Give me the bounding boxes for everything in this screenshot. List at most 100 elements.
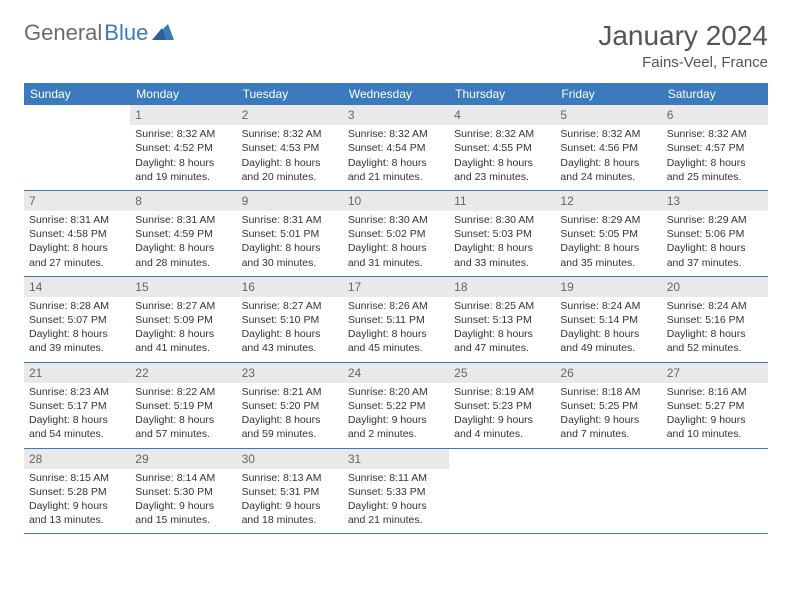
- daylight-line: Daylight: 8 hours and 47 minutes.: [454, 327, 550, 355]
- sunrise-line: Sunrise: 8:30 AM: [348, 213, 444, 227]
- day-details: Sunrise: 8:21 AMSunset: 5:20 PMDaylight:…: [237, 383, 343, 448]
- daylight-line: Daylight: 8 hours and 28 minutes.: [135, 241, 231, 269]
- location-label: Fains-Veel, France: [598, 54, 768, 71]
- sunset-line: Sunset: 4:57 PM: [667, 141, 763, 155]
- calendar-cell: 24Sunrise: 8:20 AMSunset: 5:22 PMDayligh…: [343, 363, 449, 449]
- sunrise-line: Sunrise: 8:25 AM: [454, 299, 550, 313]
- day-number: 10: [343, 191, 449, 211]
- calendar-cell: 27Sunrise: 8:16 AMSunset: 5:27 PMDayligh…: [662, 363, 768, 449]
- daylight-line: Daylight: 9 hours and 18 minutes.: [242, 499, 338, 527]
- logo-text-blue: Blue: [104, 20, 148, 46]
- sunrise-line: Sunrise: 8:32 AM: [667, 127, 763, 141]
- sunrise-line: Sunrise: 8:32 AM: [348, 127, 444, 141]
- day-details: Sunrise: 8:30 AMSunset: 5:03 PMDaylight:…: [449, 211, 555, 276]
- day-details: Sunrise: 8:11 AMSunset: 5:33 PMDaylight:…: [343, 469, 449, 534]
- sunrise-line: Sunrise: 8:22 AM: [135, 385, 231, 399]
- calendar-cell: 29Sunrise: 8:14 AMSunset: 5:30 PMDayligh…: [130, 449, 236, 535]
- sunrise-line: Sunrise: 8:19 AM: [454, 385, 550, 399]
- sunset-line: Sunset: 5:09 PM: [135, 313, 231, 327]
- sunrise-line: Sunrise: 8:23 AM: [29, 385, 125, 399]
- calendar-cell: 14Sunrise: 8:28 AMSunset: 5:07 PMDayligh…: [24, 277, 130, 363]
- calendar-cell: 18Sunrise: 8:25 AMSunset: 5:13 PMDayligh…: [449, 277, 555, 363]
- calendar-cell: 2Sunrise: 8:32 AMSunset: 4:53 PMDaylight…: [237, 105, 343, 191]
- day-details: Sunrise: 8:28 AMSunset: 5:07 PMDaylight:…: [24, 297, 130, 362]
- day-details: Sunrise: 8:24 AMSunset: 5:14 PMDaylight:…: [555, 297, 661, 362]
- calendar-cell: 28Sunrise: 8:15 AMSunset: 5:28 PMDayligh…: [24, 449, 130, 535]
- sunrise-line: Sunrise: 8:21 AM: [242, 385, 338, 399]
- calendar-cell: 6Sunrise: 8:32 AMSunset: 4:57 PMDaylight…: [662, 105, 768, 191]
- daylight-line: Daylight: 8 hours and 57 minutes.: [135, 413, 231, 441]
- day-number: 6: [662, 105, 768, 125]
- day-details: Sunrise: 8:23 AMSunset: 5:17 PMDaylight:…: [24, 383, 130, 448]
- sunrise-line: Sunrise: 8:11 AM: [348, 471, 444, 485]
- daylight-line: Daylight: 9 hours and 2 minutes.: [348, 413, 444, 441]
- title-block: January 2024 Fains-Veel, France: [598, 20, 768, 71]
- daylight-line: Daylight: 8 hours and 54 minutes.: [29, 413, 125, 441]
- day-details: Sunrise: 8:31 AMSunset: 4:58 PMDaylight:…: [24, 211, 130, 276]
- logo: GeneralBlue: [24, 20, 174, 46]
- sunrise-line: Sunrise: 8:29 AM: [560, 213, 656, 227]
- day-number: 5: [555, 105, 661, 125]
- daylight-line: Daylight: 8 hours and 37 minutes.: [667, 241, 763, 269]
- day-details: Sunrise: 8:25 AMSunset: 5:13 PMDaylight:…: [449, 297, 555, 362]
- calendar-cell: 8Sunrise: 8:31 AMSunset: 4:59 PMDaylight…: [130, 191, 236, 277]
- day-number: 20: [662, 277, 768, 297]
- daylight-line: Daylight: 8 hours and 31 minutes.: [348, 241, 444, 269]
- sunset-line: Sunset: 4:56 PM: [560, 141, 656, 155]
- sunset-line: Sunset: 5:20 PM: [242, 399, 338, 413]
- sunrise-line: Sunrise: 8:14 AM: [135, 471, 231, 485]
- calendar-body: 1Sunrise: 8:32 AMSunset: 4:52 PMDaylight…: [24, 105, 768, 534]
- day-number: 2: [237, 105, 343, 125]
- daylight-line: Daylight: 9 hours and 21 minutes.: [348, 499, 444, 527]
- sunset-line: Sunset: 5:28 PM: [29, 485, 125, 499]
- day-details: Sunrise: 8:31 AMSunset: 4:59 PMDaylight:…: [130, 211, 236, 276]
- day-number: 21: [24, 363, 130, 383]
- day-number: 28: [24, 449, 130, 469]
- calendar-cell: [662, 449, 768, 535]
- sunrise-line: Sunrise: 8:27 AM: [242, 299, 338, 313]
- day-number: 4: [449, 105, 555, 125]
- day-details: Sunrise: 8:30 AMSunset: 5:02 PMDaylight:…: [343, 211, 449, 276]
- month-title: January 2024: [598, 20, 768, 52]
- day-details: Sunrise: 8:32 AMSunset: 4:54 PMDaylight:…: [343, 125, 449, 190]
- daylight-line: Daylight: 8 hours and 35 minutes.: [560, 241, 656, 269]
- weekday-header: Monday: [130, 83, 236, 105]
- calendar-cell: 20Sunrise: 8:24 AMSunset: 5:16 PMDayligh…: [662, 277, 768, 363]
- day-number: 13: [662, 191, 768, 211]
- sunset-line: Sunset: 5:31 PM: [242, 485, 338, 499]
- sunrise-line: Sunrise: 8:31 AM: [242, 213, 338, 227]
- day-details: Sunrise: 8:22 AMSunset: 5:19 PMDaylight:…: [130, 383, 236, 448]
- header: GeneralBlue January 2024 Fains-Veel, Fra…: [24, 20, 768, 71]
- sunrise-line: Sunrise: 8:24 AM: [560, 299, 656, 313]
- day-number: 14: [24, 277, 130, 297]
- day-details: Sunrise: 8:32 AMSunset: 4:53 PMDaylight:…: [237, 125, 343, 190]
- day-number: 1: [130, 105, 236, 125]
- daylight-line: Daylight: 8 hours and 43 minutes.: [242, 327, 338, 355]
- calendar-cell: 15Sunrise: 8:27 AMSunset: 5:09 PMDayligh…: [130, 277, 236, 363]
- sunrise-line: Sunrise: 8:13 AM: [242, 471, 338, 485]
- calendar-cell: 1Sunrise: 8:32 AMSunset: 4:52 PMDaylight…: [130, 105, 236, 191]
- day-details: Sunrise: 8:16 AMSunset: 5:27 PMDaylight:…: [662, 383, 768, 448]
- sunrise-line: Sunrise: 8:32 AM: [560, 127, 656, 141]
- daylight-line: Daylight: 8 hours and 39 minutes.: [29, 327, 125, 355]
- calendar-cell: 16Sunrise: 8:27 AMSunset: 5:10 PMDayligh…: [237, 277, 343, 363]
- sunset-line: Sunset: 5:01 PM: [242, 227, 338, 241]
- day-details: Sunrise: 8:27 AMSunset: 5:10 PMDaylight:…: [237, 297, 343, 362]
- calendar-cell: [555, 449, 661, 535]
- day-number: 15: [130, 277, 236, 297]
- calendar-cell: 21Sunrise: 8:23 AMSunset: 5:17 PMDayligh…: [24, 363, 130, 449]
- day-number: 8: [130, 191, 236, 211]
- day-details: Sunrise: 8:29 AMSunset: 5:06 PMDaylight:…: [662, 211, 768, 276]
- sunrise-line: Sunrise: 8:16 AM: [667, 385, 763, 399]
- day-details: Sunrise: 8:19 AMSunset: 5:23 PMDaylight:…: [449, 383, 555, 448]
- sunrise-line: Sunrise: 8:30 AM: [454, 213, 550, 227]
- sunrise-line: Sunrise: 8:18 AM: [560, 385, 656, 399]
- sunset-line: Sunset: 4:58 PM: [29, 227, 125, 241]
- sunset-line: Sunset: 5:16 PM: [667, 313, 763, 327]
- sunrise-line: Sunrise: 8:32 AM: [135, 127, 231, 141]
- daylight-line: Daylight: 9 hours and 15 minutes.: [135, 499, 231, 527]
- daylight-line: Daylight: 8 hours and 21 minutes.: [348, 156, 444, 184]
- day-details: Sunrise: 8:14 AMSunset: 5:30 PMDaylight:…: [130, 469, 236, 534]
- day-number: 7: [24, 191, 130, 211]
- day-details: Sunrise: 8:32 AMSunset: 4:56 PMDaylight:…: [555, 125, 661, 190]
